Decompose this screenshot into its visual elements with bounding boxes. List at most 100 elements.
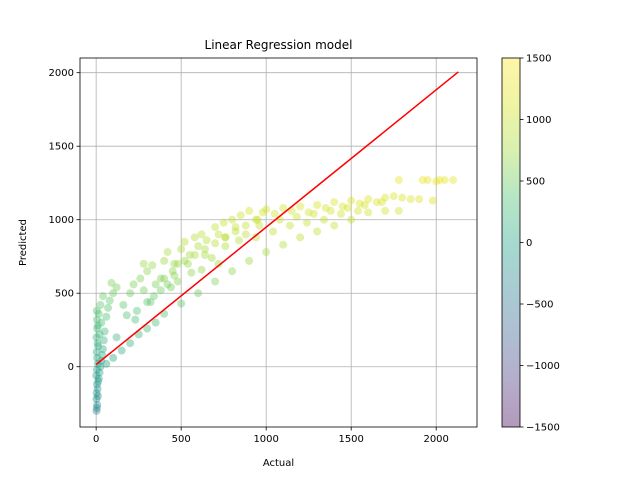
scatter-point [180, 237, 189, 246]
colorbar-tick-label: −500 [526, 300, 553, 311]
y-tick-label: 1500 [49, 142, 74, 153]
scatter-point [93, 384, 102, 393]
x-tick-label: 500 [172, 434, 191, 445]
scatter-point [107, 278, 116, 287]
scatter-point [302, 218, 311, 227]
scatter-point [415, 195, 424, 204]
scatter-point [143, 324, 152, 333]
scatter-point [180, 256, 189, 265]
scatter-point [98, 345, 107, 354]
scatter-point [381, 193, 390, 202]
scatter-point [93, 392, 102, 401]
scatter-point [109, 353, 118, 362]
scatter-point [279, 203, 288, 212]
y-ticks: 0 500 1000 1500 2000 [49, 68, 80, 373]
scatter-point [418, 176, 427, 185]
y-tick-label: 500 [55, 289, 74, 300]
y-tick-label: 0 [68, 362, 74, 373]
scatter-point [428, 196, 437, 205]
scatter-point [251, 233, 260, 242]
scatter-point [93, 353, 102, 362]
scatter-point [313, 201, 322, 210]
scatter-point [129, 280, 138, 289]
colorbar [501, 57, 521, 428]
scatter-point [398, 193, 407, 202]
scatter-point [262, 205, 271, 214]
scatter-point [258, 208, 267, 217]
scatter-point [149, 292, 158, 301]
scatter-point [112, 333, 121, 342]
scatter-point [364, 195, 373, 204]
grid [80, 58, 477, 427]
scatter-point [170, 259, 179, 268]
scatter-point [160, 274, 169, 283]
scatter-point [270, 209, 279, 218]
y-tick-label: 1000 [49, 215, 74, 226]
scatter-point [214, 230, 223, 239]
scatter-point [423, 176, 432, 185]
colorbar-ticks: −1500 −1000 −500 0 500 1000 1500 [520, 54, 560, 434]
scatter-point [126, 339, 135, 348]
scatter-point [173, 277, 182, 286]
scatter-point [92, 365, 101, 374]
x-axis-label: Actual [263, 458, 294, 469]
scatter-point [285, 221, 294, 230]
colorbar-tick-label: −1000 [526, 361, 560, 372]
scatter-point [326, 206, 335, 215]
scatter-point [194, 242, 203, 251]
scatter-point [309, 209, 318, 218]
scatter-point [104, 303, 113, 312]
scatter-point [95, 330, 104, 339]
scatter-point [177, 245, 186, 254]
scatter-point [96, 300, 105, 309]
scatter-point [183, 259, 192, 268]
scatter-point [92, 371, 101, 380]
scatter-point [381, 206, 390, 215]
scatter-point [92, 403, 101, 412]
scatter-point [228, 215, 237, 224]
scatter-point [190, 250, 199, 259]
x-tick-label: 2000 [423, 434, 448, 445]
x-tick-label: 0 [93, 434, 99, 445]
scatter-point [94, 309, 103, 318]
scatter-point [143, 267, 152, 276]
scatter-point [319, 215, 328, 224]
scatter-point [185, 250, 194, 259]
colorbar-tick-label: 500 [526, 177, 545, 188]
scatter-point [126, 289, 135, 298]
scatter-point [173, 259, 182, 268]
scatter-point [160, 256, 169, 265]
scatter-point [92, 406, 101, 415]
scatter-point [105, 296, 114, 305]
scatter-point [255, 221, 264, 230]
scatter-point [236, 211, 245, 220]
scatter-point [253, 215, 262, 224]
scatter-point [163, 280, 172, 289]
scatter-point [98, 292, 107, 301]
scatter-point [355, 199, 364, 208]
scatter-point [343, 203, 352, 212]
scatter-point [95, 368, 104, 377]
scatter-point [94, 374, 103, 383]
scatter-point [139, 259, 148, 268]
scatter-point [432, 177, 441, 186]
scatter-point [211, 223, 220, 232]
scatter-point [190, 233, 199, 242]
scatter-point [221, 233, 230, 242]
scatter-point [389, 192, 398, 201]
scatter-point [231, 223, 240, 232]
scatter-point [136, 274, 145, 283]
scatter-point [131, 315, 140, 324]
scatter-point [96, 362, 105, 371]
scatter-point [100, 327, 109, 336]
scatter-point [211, 239, 220, 248]
scatter-point [241, 230, 250, 239]
colorbar-tick-label: 0 [526, 238, 532, 249]
scatter-point [296, 202, 305, 211]
scatter-point [435, 176, 444, 185]
scatter-point [168, 267, 177, 276]
scatter-point [296, 233, 305, 242]
scatter-point [94, 377, 103, 386]
y-axis-label: Predicted [18, 219, 29, 266]
scatter-point [313, 227, 322, 236]
